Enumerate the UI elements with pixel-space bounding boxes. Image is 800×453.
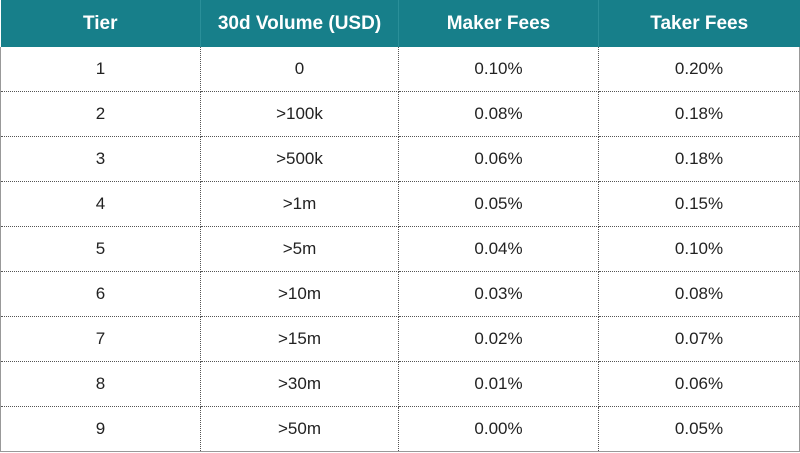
header-cell: 30d Volume (USD) <box>200 0 399 47</box>
table-row: 2 >100k 0.08% 0.18% <box>0 91 800 137</box>
table-cell: >100k <box>200 91 399 137</box>
table-cell: 0.07% <box>598 316 800 362</box>
table-cell: 0.04% <box>398 226 599 272</box>
table-cell: 5 <box>0 226 201 272</box>
table-cell: 0 <box>200 47 399 92</box>
table-cell: 0.05% <box>398 181 599 227</box>
table-row: 1 0 0.10% 0.20% <box>0 47 800 92</box>
table-cell: >500k <box>200 136 399 182</box>
table-cell: >30m <box>200 361 399 407</box>
table-cell: >15m <box>200 316 399 362</box>
table-cell: 0.08% <box>598 271 800 317</box>
table-cell: 3 <box>0 136 201 182</box>
table-cell: 0.03% <box>398 271 599 317</box>
table-cell: 9 <box>0 406 201 452</box>
table-row: 4 >1m 0.05% 0.15% <box>0 181 800 227</box>
table-cell: 0.06% <box>398 136 599 182</box>
table-cell: 0.05% <box>598 406 800 452</box>
header-row: Tier 30d Volume (USD) Maker Fees Taker Fees <box>0 0 800 47</box>
table-cell: 0.02% <box>398 316 599 362</box>
table-cell: 0.06% <box>598 361 800 407</box>
table-cell: 4 <box>0 181 201 227</box>
table-cell: 0.10% <box>398 47 599 92</box>
table-cell: >10m <box>200 271 399 317</box>
table-cell: 0.01% <box>398 361 599 407</box>
table-cell: 1 <box>0 47 201 92</box>
table-row: 7 >15m 0.02% 0.07% <box>0 316 800 362</box>
header-cell: Taker Fees <box>598 0 800 47</box>
table-cell: 0.18% <box>598 91 800 137</box>
table-cell: >1m <box>200 181 399 227</box>
table-cell: >5m <box>200 226 399 272</box>
table-row: 6 >10m 0.03% 0.08% <box>0 271 800 317</box>
table-cell: 0.08% <box>398 91 599 137</box>
table-header: Tier 30d Volume (USD) Maker Fees Taker Fees <box>0 0 800 47</box>
table-cell: >50m <box>200 406 399 452</box>
table-body: 1 0 0.10% 0.20% 2 >100k 0.08% 0.18% 3 >500k 0.06% 0… <box>0 47 800 452</box>
header-cell: Maker Fees <box>398 0 599 47</box>
table-row: 9 >50m 0.00% 0.05% <box>0 406 800 452</box>
table-row: 3 >500k 0.06% 0.18% <box>0 136 800 182</box>
table-cell: 0.20% <box>598 47 800 92</box>
table-cell: 8 <box>0 361 201 407</box>
table-cell: 7 <box>0 316 201 362</box>
table-row: 5 >5m 0.04% 0.10% <box>0 226 800 272</box>
table-cell: 0.15% <box>598 181 800 227</box>
table-cell: 6 <box>0 271 201 317</box>
table-cell: 0.10% <box>598 226 800 272</box>
header-cell: Tier <box>0 0 201 47</box>
table-cell: 0.00% <box>398 406 599 452</box>
table-row: 8 >30m 0.01% 0.06% <box>0 361 800 407</box>
table-cell: 2 <box>0 91 201 137</box>
table-cell: 0.18% <box>598 136 800 182</box>
